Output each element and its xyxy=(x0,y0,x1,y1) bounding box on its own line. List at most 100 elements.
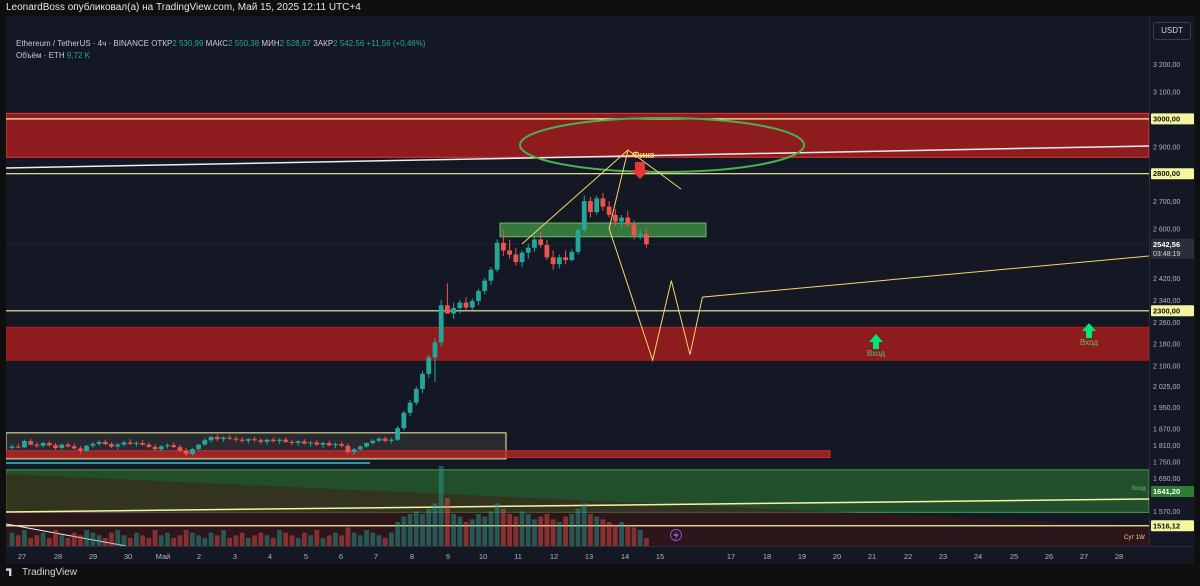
time-tick-label: 24 xyxy=(974,552,982,561)
candle-body xyxy=(513,254,519,262)
tradingview-logo-icon xyxy=(6,568,12,577)
candle-body xyxy=(165,445,170,447)
candle-body xyxy=(389,439,394,441)
time-tick-label: 15 xyxy=(656,552,664,561)
candle-body xyxy=(171,445,177,448)
candle-body xyxy=(96,441,102,444)
price-axis[interactable]: 3 200,003 100,002 900,002 800,002 700,00… xyxy=(1149,16,1195,546)
volume-bar xyxy=(482,516,488,546)
candle-body xyxy=(519,252,525,262)
down-arrow-icon xyxy=(631,162,649,179)
candle-body xyxy=(115,444,121,447)
time-tick-label: 29 xyxy=(89,552,97,561)
volume-bar xyxy=(102,538,108,546)
price-tick-label: 2 900,00 xyxy=(1153,144,1180,151)
candle-body xyxy=(370,440,376,443)
candle-body xyxy=(59,444,65,448)
cycle-label: Сут 1W xyxy=(1124,535,1145,541)
chart-plot-area[interactable]: Ethereum / TetherUS · 4ч · BINANCE ОТКР2… xyxy=(6,16,1149,546)
candle-body xyxy=(109,444,114,447)
volume-bar xyxy=(606,522,612,546)
zone-support-strip xyxy=(6,450,831,459)
top-ellipse xyxy=(519,117,805,173)
entry-arrow-icon-2 xyxy=(1082,323,1096,338)
candle-body xyxy=(395,428,401,440)
time-tick-label: 12 xyxy=(550,552,558,561)
candle-body xyxy=(525,247,531,253)
volume-bar xyxy=(457,516,463,546)
volume-bar xyxy=(357,535,363,546)
candle-body xyxy=(451,308,457,314)
candle-body xyxy=(364,442,369,447)
time-axis-canvas: 27 28 29 30 Май 2 3 4 5 6 7 8 9 10 11 12 13 14 15 17 18 19 20 2… xyxy=(18,552,1123,561)
volume-bar xyxy=(445,498,450,546)
price-badge-text: 2542,56 xyxy=(1153,240,1180,249)
volume-bar xyxy=(214,535,220,546)
volume-bar xyxy=(619,522,624,546)
candle-body xyxy=(482,280,488,292)
volume-bar xyxy=(289,535,295,546)
zone-entry-label: Вход xyxy=(1132,486,1146,492)
candle-body xyxy=(28,441,34,445)
volume-bar xyxy=(183,530,189,546)
volume-bar xyxy=(239,532,245,546)
volume-bar xyxy=(308,535,313,546)
candle-body xyxy=(575,229,581,252)
tradingview-logo[interactable]: TradingView xyxy=(6,567,77,578)
volume-bar xyxy=(171,538,177,546)
lightning-bolt-icon xyxy=(673,531,679,540)
volume-bar xyxy=(264,535,270,546)
price-tick-label: 2 600,00 xyxy=(1153,227,1180,234)
entry-label-2: Вход xyxy=(1080,338,1098,347)
high-label: МАКС xyxy=(205,39,229,48)
candle-body xyxy=(594,198,600,213)
volume-bar xyxy=(152,530,158,546)
volume-bar xyxy=(389,532,394,546)
candle-body xyxy=(177,447,183,451)
close-label: ЗАКР xyxy=(312,39,334,48)
price-badge xyxy=(1151,485,1194,497)
candle-body xyxy=(420,373,425,389)
fix-label: Фикс xyxy=(632,150,655,160)
price-badge-text: 2300,00 xyxy=(1153,306,1180,315)
footer-bar xyxy=(0,564,1200,586)
candle-body xyxy=(189,449,195,454)
symbol-name[interactable]: Ethereum / TetherUS · 4ч · BINANCE xyxy=(16,39,149,48)
volume-bar xyxy=(513,516,519,546)
candle-body xyxy=(644,234,649,245)
volume-bar xyxy=(420,514,425,546)
time-tick-label: 3 xyxy=(233,552,237,561)
candle-body xyxy=(264,439,270,442)
currency-button[interactable]: USDT xyxy=(1153,22,1191,40)
candle-body xyxy=(563,257,568,261)
open-label: ОТКР xyxy=(151,39,173,48)
candle-body xyxy=(432,342,438,358)
time-tick-label: 20 xyxy=(833,552,841,561)
candle-body xyxy=(631,224,637,236)
volume-bar xyxy=(370,532,376,546)
candle-body xyxy=(345,445,351,453)
countdown-text: 03:48:19 xyxy=(1153,251,1180,258)
time-tick-label: 5 xyxy=(304,552,308,561)
candle-body xyxy=(556,257,562,265)
time-tick-label: 23 xyxy=(939,552,947,561)
volume-bar xyxy=(22,530,27,546)
volume-bar xyxy=(158,535,164,546)
price-tick-label: 2 025,00 xyxy=(1153,384,1180,391)
volume-bar xyxy=(301,532,307,546)
time-tick-label: 30 xyxy=(124,552,132,561)
candle-body xyxy=(500,242,506,251)
projection-path xyxy=(608,149,1149,363)
candle-body xyxy=(233,438,239,440)
volume-bar xyxy=(326,535,332,546)
volume-bar xyxy=(121,535,127,546)
volume-bar xyxy=(202,538,208,546)
time-tick-label: 8 xyxy=(410,552,414,561)
volume-bar xyxy=(9,532,15,546)
candle-body xyxy=(239,439,245,441)
time-axis[interactable]: 27 28 29 30 Май 2 3 4 5 6 7 8 9 10 11 12 13 14 15 17 18 19 20 2… xyxy=(6,546,1194,565)
volume-bar xyxy=(245,538,251,546)
candle-body xyxy=(221,437,226,440)
candle-body xyxy=(158,446,164,450)
publisher-bar: LeonardBoss опубликовал(а) на TradingVie… xyxy=(0,0,1200,16)
